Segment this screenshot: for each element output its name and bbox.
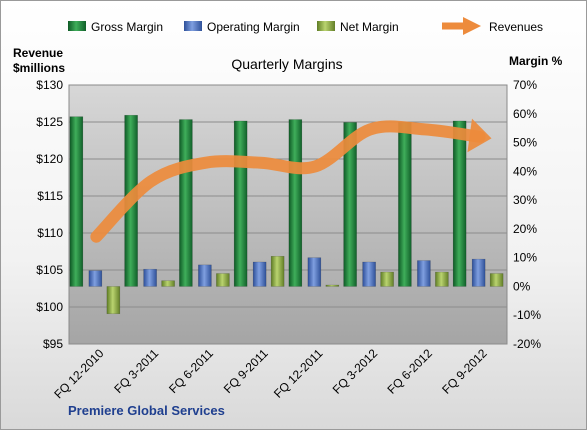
right-tick-label: 70% (513, 78, 537, 92)
right-tick-label: 40% (513, 164, 537, 178)
right-tick-label: -10% (513, 308, 541, 322)
left-tick-label: $115 (37, 189, 63, 203)
gross-margin-bar (233, 120, 248, 287)
operating-margin-bar (198, 264, 212, 287)
left-axis-title-line1: Revenue (13, 46, 63, 60)
gross-margin-bar (343, 122, 357, 287)
net-margin-bar (435, 271, 449, 287)
operating-margin-bar (362, 261, 376, 287)
net-margin-bar (325, 284, 340, 287)
operating-margin-bar (417, 260, 431, 287)
right-tick-label: -20% (513, 337, 541, 351)
category-axis-ticks: FQ 12-2010 FQ 3-2011 FQ 6-2011 FQ 9-2011 FQ … (51, 346, 490, 401)
operating-margin-bar (471, 258, 486, 287)
legend-label-net-margin: Net Margin (340, 20, 399, 34)
net-margin-bar (216, 273, 230, 287)
company-name: Premiere Global Services (68, 403, 225, 418)
legend-label-revenues: Revenues (489, 20, 543, 34)
gross-margin-bar (288, 119, 303, 287)
operating-margin-bar (88, 270, 103, 287)
legend-arrow-icon (463, 17, 481, 35)
gross-margin-bar (398, 122, 412, 287)
category-tick-label: FQ 3-2012 (330, 346, 381, 397)
left-tick-label: $100 (36, 300, 63, 314)
net-margin-bar (489, 273, 504, 287)
right-tick-label: 20% (513, 222, 537, 236)
gross-margin-bar (179, 119, 193, 287)
right-tick-label: 0% (513, 279, 531, 293)
legend-swatch-operating-margin (184, 21, 202, 31)
category-tick-label: FQ 6-2011 (166, 346, 216, 396)
legend-item-net-margin: Net Margin (317, 20, 399, 34)
net-margin-bar (380, 271, 394, 287)
legend-item-revenues: Revenues (442, 17, 543, 35)
left-tick-label: $95 (43, 337, 63, 351)
left-axis-title-line2: $millions (13, 61, 65, 75)
left-tick-label: $110 (37, 226, 63, 240)
right-axis-ticks: -20% -10% 0% 10% 20% 30% 40% 50% 60% 70% (513, 78, 541, 351)
operating-margin-bar (143, 268, 157, 287)
revenue-line-path (90, 120, 486, 243)
category-tick-label: FQ 12-2010 (51, 346, 106, 401)
operating-margin-bar (307, 257, 322, 287)
revenue-line (90, 118, 492, 243)
category-tick-label: FQ 3-2011 (111, 346, 161, 396)
legend-item-gross-margin: Gross Margin (68, 20, 163, 34)
right-tick-label: 10% (513, 251, 537, 265)
legend-swatch-gross-margin (68, 21, 86, 31)
right-tick-label: 50% (513, 136, 537, 150)
left-axis-ticks: $95 $100 $105 $110 $115 $120 $125 $130 (36, 78, 63, 351)
legend-swatch-net-margin (317, 21, 335, 31)
right-tick-label: 60% (513, 107, 537, 121)
legend-item-operating-margin: Operating Margin (184, 20, 300, 34)
revenue-arrow-head (467, 118, 492, 153)
left-tick-label: $125 (36, 115, 63, 129)
category-tick-label: FQ 12-2011 (271, 346, 326, 401)
bar-series (69, 114, 504, 315)
left-tick-label: $130 (36, 78, 63, 92)
operating-margin-bar (252, 261, 267, 287)
category-tick-label: FQ 6-2012 (385, 346, 436, 397)
net-margin-bar (161, 280, 175, 287)
legend: Gross Margin Operating Margin Net Margin… (68, 17, 543, 35)
legend-label-operating-margin: Operating Margin (207, 20, 300, 34)
left-tick-label: $105 (36, 263, 63, 277)
category-tick-label: FQ 9-2011 (221, 346, 271, 396)
net-margin-bar (270, 255, 285, 287)
right-tick-label: 30% (513, 193, 537, 207)
left-tick-label: $120 (36, 152, 63, 166)
net-margin-bar (106, 286, 121, 315)
gross-margin-bar (69, 116, 84, 287)
gross-margin-bar (452, 120, 467, 287)
legend-label-gross-margin: Gross Margin (91, 20, 163, 34)
right-axis-title: Margin % (509, 54, 563, 68)
category-tick-label: FQ 9-2012 (439, 346, 490, 397)
chart-title: Quarterly Margins (231, 56, 342, 72)
